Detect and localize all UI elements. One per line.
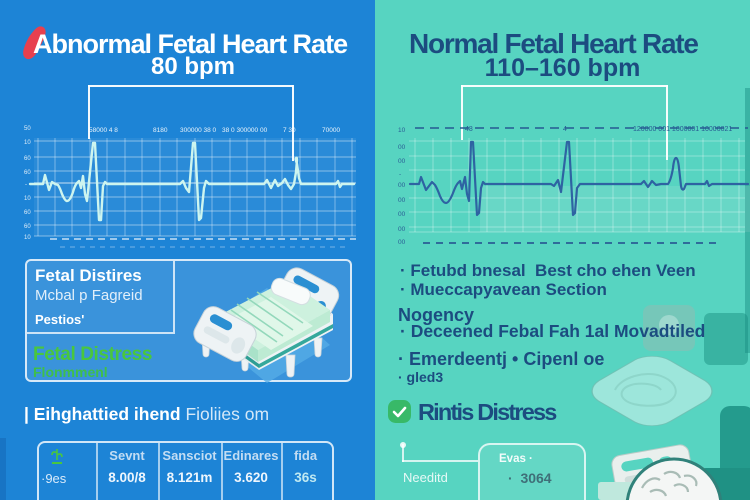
svg-text:50: 50 xyxy=(24,126,31,132)
svg-text:00: 00 xyxy=(398,158,406,165)
svg-text:4: 4 xyxy=(563,126,567,133)
svg-text:10: 10 xyxy=(24,140,31,146)
svg-text:00: 00 xyxy=(398,182,406,189)
svg-text:-: - xyxy=(25,182,27,188)
svg-text:10: 10 xyxy=(398,127,406,134)
svg-text:60: 60 xyxy=(24,156,31,162)
svg-text:00: 00 xyxy=(398,226,406,233)
svg-text:38 0 300000 00: 38 0 300000 00 xyxy=(222,127,268,134)
svg-text:48: 48 xyxy=(465,126,473,133)
svg-text:60: 60 xyxy=(24,224,31,230)
svg-text:00: 00 xyxy=(398,211,406,218)
svg-text:00: 00 xyxy=(398,239,406,246)
svg-text:58000 4 8: 58000 4 8 xyxy=(89,127,118,134)
svg-text:70000: 70000 xyxy=(322,127,340,134)
svg-text:8180: 8180 xyxy=(153,127,168,134)
svg-text:120000 001 1000001 10000021: 120000 001 1000001 10000021 xyxy=(633,126,732,133)
svg-text:60: 60 xyxy=(24,170,31,176)
svg-text:10: 10 xyxy=(24,196,31,202)
svg-text:300000 38 0: 300000 38 0 xyxy=(180,127,217,134)
svg-text:-: - xyxy=(399,171,401,178)
svg-text:60: 60 xyxy=(24,210,31,216)
svg-text:00: 00 xyxy=(398,197,406,204)
svg-text:10: 10 xyxy=(24,235,31,241)
svg-text:7 30: 7 30 xyxy=(283,127,296,134)
svg-text:00: 00 xyxy=(398,144,406,151)
